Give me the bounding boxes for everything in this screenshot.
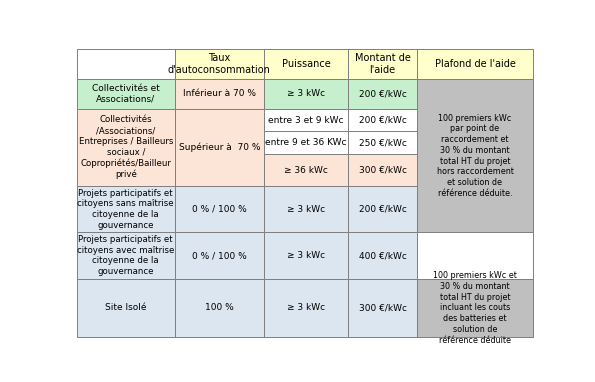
Text: ≥ 3 kWc: ≥ 3 kWc xyxy=(287,205,325,214)
Bar xyxy=(77,279,175,337)
Text: Collectivités et
Associations/: Collectivités et Associations/ xyxy=(92,84,159,104)
Bar xyxy=(77,232,175,279)
Text: 300 €/kWc: 300 €/kWc xyxy=(359,303,406,312)
Text: 300 €/kWc: 300 €/kWc xyxy=(359,165,406,175)
Bar xyxy=(416,79,533,232)
Text: Site Isolé: Site Isolé xyxy=(105,303,146,312)
Bar xyxy=(264,131,348,154)
Bar xyxy=(77,186,175,232)
Bar xyxy=(264,79,348,109)
Text: 0 % / 100 %: 0 % / 100 % xyxy=(192,205,247,214)
Bar xyxy=(348,49,416,79)
Text: entre 3 et 9 kWc: entre 3 et 9 kWc xyxy=(268,116,344,125)
Text: Inférieur à 70 %: Inférieur à 70 % xyxy=(183,89,256,99)
Bar xyxy=(264,232,348,279)
Bar xyxy=(348,154,416,186)
Bar xyxy=(264,109,348,131)
Bar xyxy=(77,109,175,186)
Bar xyxy=(264,186,348,232)
Text: 0 % / 100 %: 0 % / 100 % xyxy=(192,251,247,260)
Text: Projets participatifs et
citoyens avec maîtrise
citoyenne de la
gouvernance: Projets participatifs et citoyens avec m… xyxy=(77,235,174,276)
Bar xyxy=(416,279,533,337)
Bar xyxy=(348,109,416,131)
Bar xyxy=(348,79,416,109)
Text: Supérieur à  70 %: Supérieur à 70 % xyxy=(178,143,260,152)
Text: Projets participatifs et
citoyens sans maîtrise
citoyenne de la
gouvernance: Projets participatifs et citoyens sans m… xyxy=(77,189,174,230)
Bar xyxy=(264,49,348,79)
Bar xyxy=(175,79,264,109)
Text: ≥ 3 kWc: ≥ 3 kWc xyxy=(287,251,325,260)
Text: 400 €/kWc: 400 €/kWc xyxy=(359,251,406,260)
Text: Plafond de l'aide: Plafond de l'aide xyxy=(434,59,515,69)
Text: entre 9 et 36 KWc: entre 9 et 36 KWc xyxy=(265,138,347,147)
Text: ≥ 36 kWc: ≥ 36 kWc xyxy=(284,165,328,175)
Bar xyxy=(348,186,416,232)
Text: 200 €/kWc: 200 €/kWc xyxy=(359,205,406,214)
Text: ≥ 3 kWc: ≥ 3 kWc xyxy=(287,89,325,99)
Text: 100 premiers kWc
par point de
raccordement et
30 % du montant
total HT du projet: 100 premiers kWc par point de raccordeme… xyxy=(437,113,513,198)
Bar xyxy=(175,232,264,279)
Bar xyxy=(416,232,533,279)
Text: 200 €/kWc: 200 €/kWc xyxy=(359,89,406,99)
Text: Puissance: Puissance xyxy=(281,59,330,69)
Bar xyxy=(175,109,264,186)
Bar xyxy=(264,279,348,337)
Bar xyxy=(77,49,175,79)
Text: 200 €/kWc: 200 €/kWc xyxy=(359,116,406,125)
Text: Montant de
l'aide: Montant de l'aide xyxy=(355,53,411,75)
Bar xyxy=(175,186,264,232)
Text: 100 %: 100 % xyxy=(205,303,234,312)
Text: 250 €/kWc: 250 €/kWc xyxy=(359,138,406,147)
Text: Collectivités
/Associations/
Entreprises / Bailleurs
sociaux /
Copropriétés/Bail: Collectivités /Associations/ Entreprises… xyxy=(79,115,173,180)
Text: Taux
d'autoconsommation: Taux d'autoconsommation xyxy=(168,53,271,75)
Bar xyxy=(175,49,264,79)
Text: ≥ 3 kWc: ≥ 3 kWc xyxy=(287,303,325,312)
Bar xyxy=(416,49,533,79)
Bar xyxy=(348,232,416,279)
Bar xyxy=(264,154,348,186)
Bar xyxy=(175,279,264,337)
Text: 100 premiers kWc et
30 % du montant
total HT du projet
incluant les couts
des ba: 100 premiers kWc et 30 % du montant tota… xyxy=(433,271,517,345)
Bar xyxy=(77,79,175,109)
Bar xyxy=(348,131,416,154)
Bar xyxy=(348,279,416,337)
